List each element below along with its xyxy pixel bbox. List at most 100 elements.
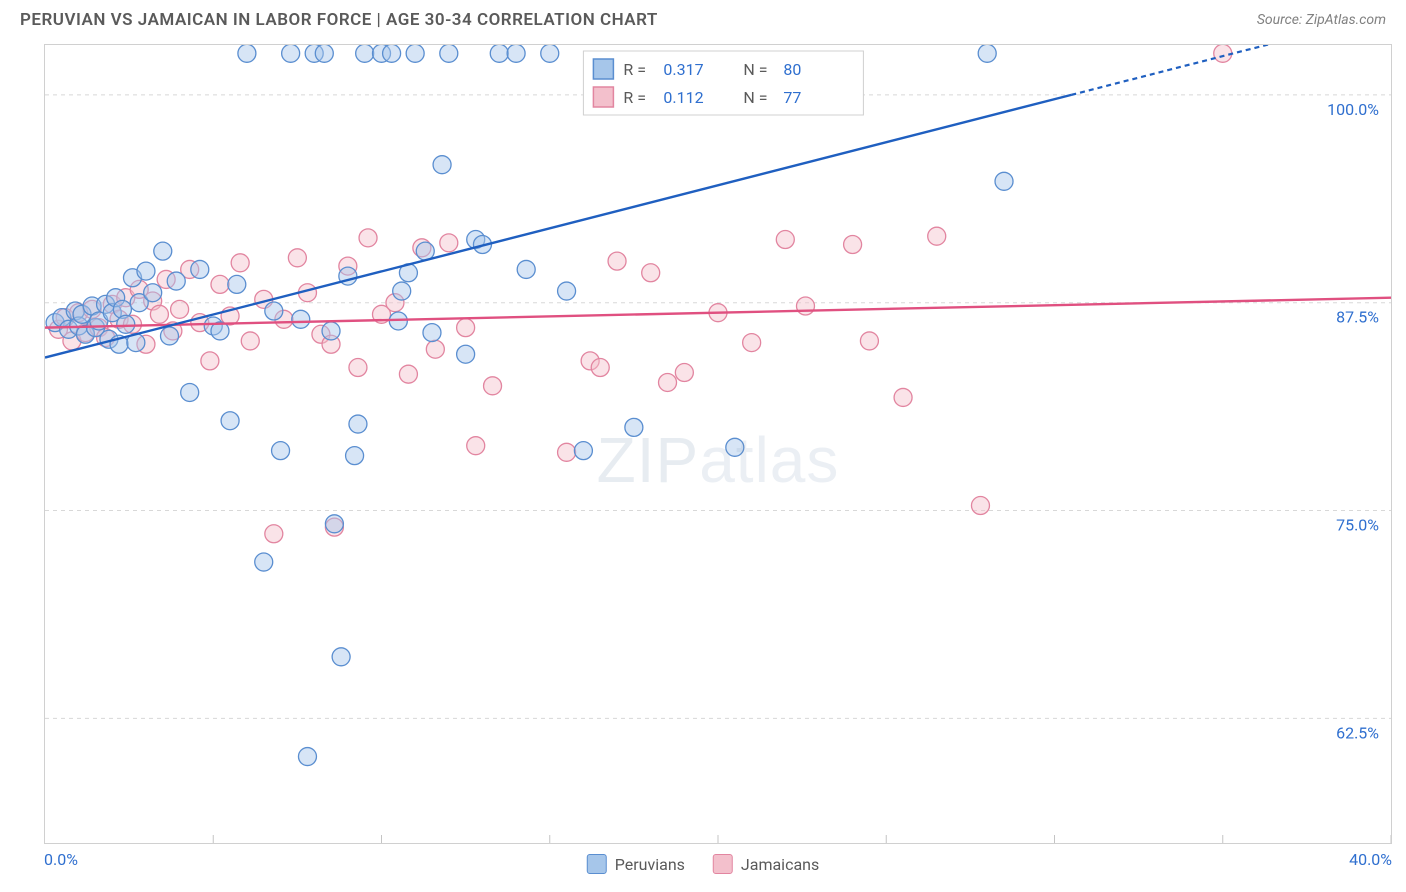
data-point-peruvians — [154, 242, 172, 260]
stats-swatch-jamaicans — [593, 87, 613, 107]
legend-swatch-peruvians — [587, 854, 607, 874]
data-point-jamaicans — [211, 275, 229, 293]
data-point-jamaicans — [231, 254, 249, 272]
data-point-jamaicans — [426, 340, 444, 358]
data-point-jamaicans — [171, 300, 189, 318]
data-point-peruvians — [167, 272, 185, 290]
legend-label-peruvians: Peruvians — [615, 855, 685, 874]
stats-r-label: R = — [623, 60, 646, 79]
data-point-jamaicans — [201, 352, 219, 370]
stats-n-value: 80 — [783, 60, 801, 79]
data-point-peruvians — [995, 172, 1013, 190]
data-point-peruvians — [625, 418, 643, 436]
stats-r-label: R = — [623, 88, 646, 107]
data-point-peruvians — [349, 415, 367, 433]
data-point-peruvians — [517, 260, 535, 278]
data-point-jamaicans — [440, 234, 458, 252]
data-point-jamaicans — [150, 305, 168, 323]
data-point-peruvians — [393, 282, 411, 300]
data-point-peruvians — [433, 156, 451, 174]
chart-header: PERUVIAN VS JAMAICAN IN LABOR FORCE | AG… — [0, 0, 1406, 36]
data-point-peruvians — [221, 412, 239, 430]
legend-item-peruvians: Peruvians — [587, 854, 685, 874]
data-point-jamaicans — [971, 497, 989, 515]
data-point-peruvians — [282, 45, 300, 62]
data-point-peruvians — [315, 45, 333, 62]
data-point-peruvians — [144, 284, 162, 302]
data-point-peruvians — [161, 327, 179, 345]
bottom-legend: Peruvians Jamaicans — [587, 854, 819, 874]
y-tick-label: 75.0% — [1336, 516, 1379, 535]
data-point-jamaicans — [288, 249, 306, 267]
x-tick-right: 40.0% — [1349, 850, 1392, 869]
data-point-peruvians — [298, 748, 316, 766]
stats-r-value: 0.112 — [663, 88, 703, 107]
y-tick-label: 100.0% — [1327, 100, 1379, 119]
data-point-jamaicans — [675, 364, 693, 382]
data-point-jamaicans — [484, 377, 502, 395]
chart-svg: 62.5% 75.0% 87.5% 100.0% R = 0.317 N = 80 R = 0.1… — [45, 45, 1391, 843]
legend-swatch-jamaicans — [713, 854, 733, 874]
y-tick-label: 62.5% — [1336, 723, 1379, 742]
data-point-peruvians — [440, 45, 458, 62]
data-point-peruvians — [137, 262, 155, 280]
data-point-jamaicans — [844, 236, 862, 254]
data-point-peruvians — [346, 447, 364, 465]
data-point-peruvians — [574, 442, 592, 460]
data-point-peruvians — [255, 553, 273, 571]
data-point-jamaicans — [642, 264, 660, 282]
data-point-peruvians — [332, 648, 350, 666]
data-point-peruvians — [292, 310, 310, 328]
stats-swatch-peruvians — [593, 59, 613, 79]
data-point-peruvians — [322, 322, 340, 340]
legend-label-jamaicans: Jamaicans — [741, 855, 819, 874]
data-point-peruvians — [356, 45, 374, 62]
data-point-jamaicans — [659, 373, 677, 391]
stats-r-value: 0.317 — [663, 60, 703, 79]
data-point-jamaicans — [860, 332, 878, 350]
data-point-peruvians — [325, 515, 343, 533]
x-tick-left: 0.0% — [44, 850, 78, 869]
stats-legend: R = 0.317 N = 80 R = 0.112 N = 77 — [583, 51, 863, 115]
chart-title: PERUVIAN VS JAMAICAN IN LABOR FORCE | AG… — [20, 10, 658, 30]
data-point-peruvians — [457, 345, 475, 363]
stats-n-label: N = — [743, 88, 767, 107]
data-point-jamaicans — [349, 359, 367, 377]
data-point-peruvians — [238, 45, 256, 62]
data-point-peruvians — [181, 383, 199, 401]
data-point-peruvians — [383, 45, 401, 62]
data-point-peruvians — [191, 260, 209, 278]
data-point-jamaicans — [558, 443, 576, 461]
data-point-jamaicans — [241, 332, 259, 350]
y-tick-label: 87.5% — [1336, 308, 1379, 327]
data-point-jamaicans — [796, 297, 814, 315]
chart-source: Source: ZipAtlas.com — [1257, 12, 1386, 28]
data-point-peruvians — [726, 438, 744, 456]
data-point-jamaicans — [591, 359, 609, 377]
data-point-jamaicans — [928, 227, 946, 245]
stats-n-label: N = — [743, 60, 767, 79]
data-point-peruvians — [228, 275, 246, 293]
trend-line-peruvians — [45, 95, 1071, 358]
stats-n-value: 77 — [783, 88, 801, 107]
chart-area: 62.5% 75.0% 87.5% 100.0% R = 0.317 N = 80 R = 0.1… — [44, 44, 1392, 844]
data-point-peruvians — [406, 45, 424, 62]
data-point-peruvians — [558, 282, 576, 300]
data-point-peruvians — [117, 315, 135, 333]
data-point-jamaicans — [894, 388, 912, 406]
data-point-jamaicans — [399, 365, 417, 383]
data-point-peruvians — [423, 324, 441, 342]
data-point-jamaicans — [467, 437, 485, 455]
legend-item-jamaicans: Jamaicans — [713, 854, 819, 874]
data-point-jamaicans — [265, 525, 283, 543]
data-point-peruvians — [265, 302, 283, 320]
data-point-peruvians — [490, 45, 508, 62]
data-point-peruvians — [541, 45, 559, 62]
data-point-jamaicans — [359, 229, 377, 247]
data-point-jamaicans — [457, 319, 475, 337]
data-point-peruvians — [978, 45, 996, 62]
data-point-jamaicans — [608, 252, 626, 270]
data-point-jamaicans — [776, 231, 794, 249]
data-point-jamaicans — [743, 334, 761, 352]
data-point-peruvians — [272, 442, 290, 460]
